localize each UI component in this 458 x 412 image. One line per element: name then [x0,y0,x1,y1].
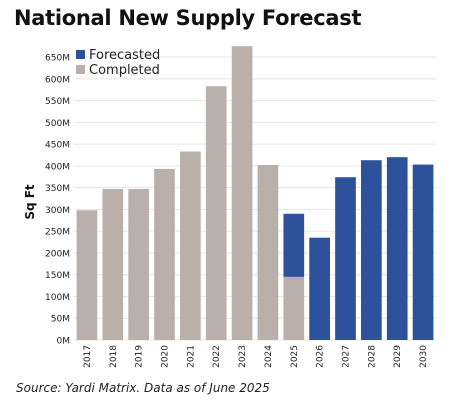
bar-completed-2020 [154,168,175,340]
y-axis-label: Sq Ft [23,184,37,220]
x-tick-label: 2023 [238,345,248,368]
x-tick-label: 2025 [290,345,300,368]
x-tick-label: 2017 [83,345,93,368]
y-tick-label: 0M [57,337,71,347]
bar-forecasted-2026 [309,237,330,340]
legend-swatch-completed [76,65,85,74]
legend-swatch-forecasted [76,50,85,59]
x-tick-label: 2022 [212,345,222,368]
y-tick-label: 450M [45,141,70,151]
x-tick-label: 2024 [264,345,274,368]
y-tick-label: 500M [45,119,70,129]
source-note: Source: Yardi Matrix. Data as of June 20… [16,381,270,395]
y-tick-label: 250M [45,228,70,238]
y-tick-label: 300M [45,206,70,216]
bar-forecasted-2027 [335,177,356,340]
y-tick-label: 550M [45,97,70,107]
y-tick-label: 50M [51,315,70,325]
x-tick-label: 2020 [161,345,171,368]
x-tick-label: 2029 [393,345,403,368]
bar-completed-2019 [128,188,149,340]
x-tick-label: 2021 [186,345,196,368]
bar-completed-2022 [205,86,227,340]
y-tick-label: 350M [45,184,70,194]
bar-completed-2017 [76,210,98,340]
y-tick-label: 650M [45,54,70,64]
x-tick-label: 2028 [367,345,377,368]
bar-completed-2025 [283,276,305,340]
x-tick-label: 2027 [342,345,352,368]
bar-forecasted-2025 [283,213,305,277]
x-tick-label: 2019 [135,345,145,368]
chart-title: National New Supply Forecast [14,6,362,30]
bar-completed-2024 [257,165,279,340]
x-tick-label: 2026 [316,345,326,368]
x-tick-label: 2030 [419,345,429,368]
x-tick-label: 2018 [109,345,119,368]
bar-completed-2018 [102,188,124,340]
bar-forecasted-2028 [361,160,382,340]
legend-label-completed: Completed [89,63,160,78]
y-tick-label: 100M [45,293,70,303]
y-tick-label: 200M [45,249,70,259]
legend-label-forecasted: Forecasted [89,48,160,63]
y-tick-label: 150M [45,271,70,281]
bar-forecasted-2030 [412,164,434,340]
bar-forecasted-2029 [386,157,408,340]
y-tick-label: 400M [45,162,70,172]
y-tick-label: 600M [45,75,70,85]
bar-completed-2023 [231,46,253,340]
bar-completed-2021 [180,151,201,340]
